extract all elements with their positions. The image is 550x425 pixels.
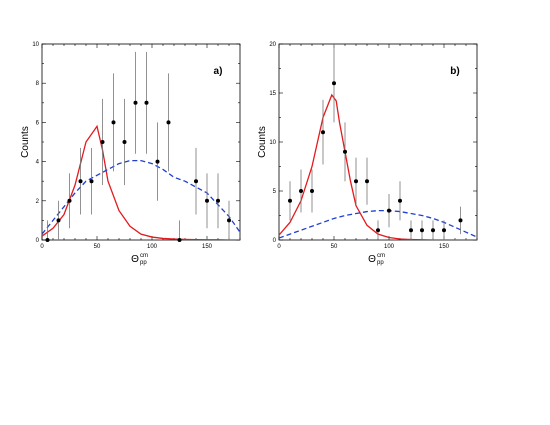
- y-tick-label: 2: [36, 199, 40, 205]
- data-point: [420, 228, 424, 233]
- x-axis-label-superscript: cm: [140, 253, 148, 259]
- data-point: [442, 228, 446, 233]
- y-tick-label: 10: [269, 140, 276, 146]
- plot-frame: [41, 43, 241, 241]
- solid-curve-line: [42, 124, 240, 240]
- panel-label: b): [450, 66, 459, 77]
- data-point: [89, 179, 94, 184]
- x-axis-label: Θ: [131, 254, 139, 265]
- data-point: [111, 120, 116, 125]
- data-point: [288, 198, 292, 203]
- x-axis-label: Θ: [368, 254, 376, 265]
- x-tick-label: 0: [277, 244, 281, 250]
- data-point: [227, 218, 231, 223]
- y-tick-label: 20: [269, 42, 276, 48]
- data-point: [194, 179, 198, 184]
- panel-label: a): [214, 66, 223, 77]
- x-tick-label: 150: [439, 244, 450, 250]
- data-point: [56, 218, 61, 223]
- data-point: [100, 140, 105, 144]
- data-point: [310, 189, 314, 193]
- y-tick-label: 5: [273, 189, 277, 195]
- data-point: [177, 238, 182, 242]
- data-point: [431, 228, 435, 233]
- data-point: [166, 120, 171, 125]
- data-point: [155, 159, 160, 164]
- y-tick-label: 8: [36, 81, 40, 87]
- y-tick-label: 15: [269, 91, 276, 97]
- data-point: [144, 100, 149, 105]
- data-point: [321, 130, 325, 135]
- data-point: [376, 228, 380, 233]
- y-tick-label: 0: [36, 238, 40, 244]
- data-point: [67, 198, 72, 203]
- x-axis-label-subscript: pp: [377, 260, 384, 266]
- y-axis-label: Counts: [257, 126, 268, 158]
- data-point: [458, 218, 463, 223]
- data-point: [398, 198, 402, 203]
- data-point: [45, 238, 50, 242]
- x-tick-label: 50: [331, 244, 338, 250]
- data-point: [332, 81, 336, 86]
- data-point: [133, 100, 138, 105]
- x-axis-label-subscript: pp: [140, 260, 147, 266]
- y-tick-label: 6: [36, 120, 40, 126]
- y-tick-label: 0: [273, 238, 277, 244]
- x-tick-label: 100: [384, 244, 395, 250]
- data-point: [343, 149, 347, 154]
- data-point: [365, 179, 369, 184]
- data-point: [299, 189, 303, 193]
- plot-frame: [278, 43, 478, 241]
- y-axis-label: Counts: [20, 126, 31, 158]
- x-tick-label: 150: [202, 244, 213, 250]
- data-point: [387, 208, 391, 213]
- y-tick-label: 10: [32, 42, 39, 48]
- x-tick-label: 50: [94, 244, 101, 250]
- solid-curve-line: [279, 93, 477, 240]
- x-tick-label: 0: [40, 244, 44, 250]
- data-point: [216, 198, 220, 203]
- data-point: [354, 179, 358, 184]
- data-point: [78, 179, 83, 184]
- y-tick-label: 4: [36, 160, 40, 166]
- x-axis-label-superscript: cm: [377, 253, 385, 259]
- x-tick-label: 100: [147, 244, 158, 250]
- data-point: [205, 198, 209, 203]
- data-point: [122, 140, 127, 144]
- dashed-curve-line: [42, 159, 240, 235]
- data-point: [409, 228, 413, 233]
